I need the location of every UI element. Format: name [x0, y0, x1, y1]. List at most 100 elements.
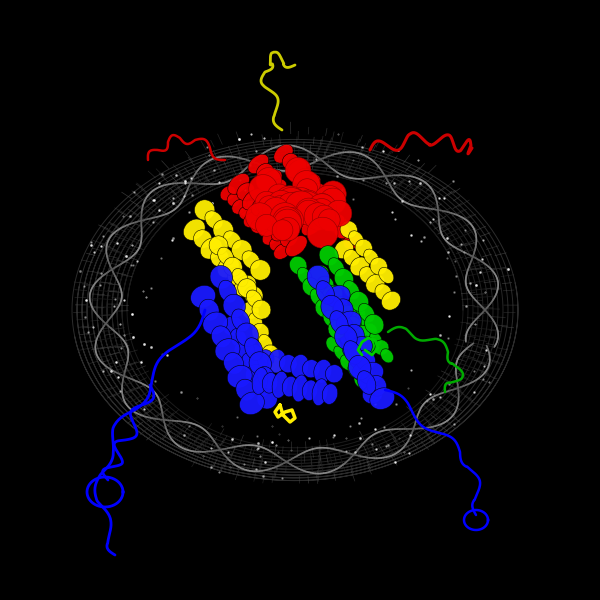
Ellipse shape: [252, 323, 269, 341]
Circle shape: [256, 214, 278, 236]
Ellipse shape: [252, 300, 271, 319]
Ellipse shape: [358, 304, 375, 322]
Ellipse shape: [312, 379, 328, 406]
Ellipse shape: [256, 350, 274, 368]
Ellipse shape: [296, 210, 314, 227]
Ellipse shape: [319, 246, 338, 266]
Ellipse shape: [349, 355, 371, 380]
Ellipse shape: [305, 185, 322, 202]
Ellipse shape: [340, 355, 355, 370]
Ellipse shape: [349, 231, 364, 247]
Ellipse shape: [325, 210, 340, 225]
Circle shape: [296, 200, 321, 225]
Ellipse shape: [349, 292, 369, 311]
Ellipse shape: [256, 163, 274, 180]
Ellipse shape: [269, 356, 283, 373]
Ellipse shape: [302, 359, 320, 378]
Ellipse shape: [315, 190, 334, 208]
Ellipse shape: [283, 194, 300, 211]
Ellipse shape: [211, 248, 229, 267]
Circle shape: [255, 191, 278, 214]
Ellipse shape: [374, 340, 389, 355]
Ellipse shape: [326, 337, 341, 352]
Ellipse shape: [262, 229, 279, 245]
Circle shape: [314, 185, 344, 215]
Ellipse shape: [239, 200, 256, 217]
Ellipse shape: [348, 364, 361, 379]
Ellipse shape: [194, 200, 215, 220]
Ellipse shape: [323, 310, 338, 328]
Circle shape: [260, 193, 281, 213]
Ellipse shape: [215, 338, 240, 361]
Ellipse shape: [280, 355, 297, 373]
Ellipse shape: [232, 199, 247, 214]
Ellipse shape: [307, 265, 330, 290]
Circle shape: [308, 199, 335, 224]
Ellipse shape: [223, 257, 242, 277]
Ellipse shape: [352, 362, 373, 381]
Ellipse shape: [242, 251, 260, 269]
Ellipse shape: [382, 291, 401, 310]
Ellipse shape: [301, 217, 322, 236]
Ellipse shape: [343, 339, 362, 358]
Ellipse shape: [343, 233, 361, 250]
Ellipse shape: [317, 276, 334, 294]
Ellipse shape: [340, 221, 358, 238]
Ellipse shape: [244, 286, 263, 305]
Ellipse shape: [238, 278, 257, 298]
Ellipse shape: [350, 307, 365, 322]
Ellipse shape: [354, 373, 369, 388]
Ellipse shape: [236, 379, 256, 401]
Circle shape: [293, 189, 314, 209]
Circle shape: [296, 179, 318, 200]
Circle shape: [277, 193, 305, 220]
Ellipse shape: [262, 373, 278, 393]
Ellipse shape: [314, 359, 332, 383]
Ellipse shape: [230, 329, 247, 348]
Ellipse shape: [322, 285, 343, 305]
Ellipse shape: [335, 305, 356, 325]
Ellipse shape: [223, 316, 243, 336]
Ellipse shape: [355, 239, 373, 257]
Circle shape: [270, 203, 300, 232]
Ellipse shape: [362, 385, 383, 404]
Ellipse shape: [274, 244, 290, 259]
Ellipse shape: [367, 376, 386, 396]
Ellipse shape: [184, 219, 205, 241]
Ellipse shape: [213, 220, 233, 240]
Ellipse shape: [244, 212, 259, 227]
Ellipse shape: [232, 309, 250, 332]
Ellipse shape: [358, 371, 376, 394]
Circle shape: [313, 205, 335, 229]
Circle shape: [276, 217, 300, 241]
Ellipse shape: [271, 220, 293, 241]
Circle shape: [318, 209, 340, 231]
Ellipse shape: [257, 367, 276, 389]
Ellipse shape: [325, 286, 350, 307]
Circle shape: [304, 203, 332, 230]
Ellipse shape: [359, 362, 383, 384]
Ellipse shape: [287, 160, 307, 178]
Ellipse shape: [209, 236, 228, 255]
Ellipse shape: [309, 191, 325, 206]
Ellipse shape: [313, 194, 327, 209]
Circle shape: [262, 197, 290, 225]
Ellipse shape: [370, 388, 395, 409]
Ellipse shape: [379, 268, 394, 283]
Ellipse shape: [257, 389, 277, 409]
Ellipse shape: [282, 376, 298, 397]
Circle shape: [272, 207, 301, 236]
Ellipse shape: [325, 365, 343, 383]
Circle shape: [295, 198, 322, 225]
Ellipse shape: [258, 223, 272, 237]
Ellipse shape: [334, 269, 353, 289]
Ellipse shape: [286, 236, 307, 257]
Ellipse shape: [217, 257, 239, 278]
Circle shape: [268, 190, 295, 217]
Ellipse shape: [239, 207, 252, 220]
Circle shape: [267, 184, 291, 208]
Ellipse shape: [227, 193, 241, 206]
Ellipse shape: [344, 325, 364, 345]
Ellipse shape: [199, 299, 219, 321]
Circle shape: [275, 188, 307, 219]
